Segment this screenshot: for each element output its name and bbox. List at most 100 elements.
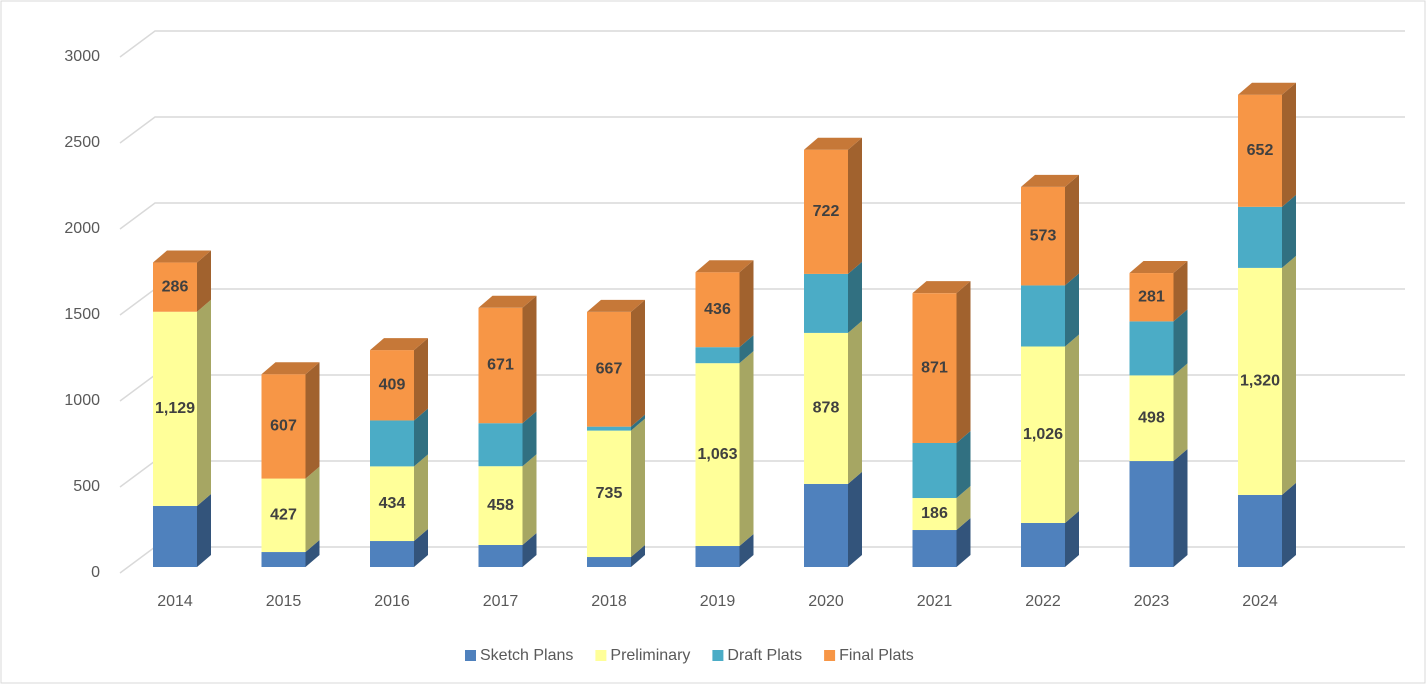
bar-segment: [370, 541, 414, 567]
bar-segment: [587, 311, 631, 427]
bar-side: [1173, 449, 1188, 567]
value-label: 436: [704, 301, 731, 318]
bar-segment: [261, 478, 306, 553]
bar-side: [197, 250, 211, 312]
y-tick-label: 500: [73, 478, 100, 495]
bar-side: [739, 351, 754, 547]
x-tick-label: 2014: [157, 593, 193, 610]
bar-segment: [804, 149, 848, 274]
value-label: 1,320: [1240, 373, 1280, 390]
bar-side: [1282, 82, 1296, 207]
x-tick-label: 2017: [483, 593, 519, 610]
bar-side: [848, 137, 862, 274]
bar-segment: [695, 546, 740, 567]
x-tick-label: 2023: [1134, 593, 1170, 610]
x-tick-label: 2020: [808, 593, 844, 610]
bar-segment: [1129, 375, 1174, 462]
bar-side: [739, 335, 754, 364]
legend-swatch: [712, 650, 724, 661]
bar-segment: [912, 498, 957, 531]
bar-segment: [1238, 494, 1282, 567]
y-tick-label: 3000: [64, 48, 100, 65]
bar-segment: [478, 544, 523, 567]
bar-top: [587, 299, 645, 312]
value-label: 498: [1138, 409, 1165, 426]
value-label: 722: [813, 203, 840, 220]
y-tick-label: 0: [91, 564, 100, 581]
bar-side: [1173, 363, 1188, 462]
value-label: 878: [813, 400, 840, 417]
value-label: 573: [1030, 227, 1057, 244]
bar-segment: [804, 273, 848, 333]
bar-segment: [370, 420, 414, 467]
bar-side: [1282, 255, 1296, 495]
bar-segment: [1238, 94, 1282, 207]
value-label: 1,129: [155, 400, 195, 417]
bar-segment: [695, 272, 740, 348]
bar-side: [956, 518, 971, 567]
bar-top: [1129, 261, 1188, 274]
bar-segment: [1238, 206, 1282, 268]
legend-swatch: [465, 650, 476, 661]
bar-side: [1065, 174, 1079, 286]
bar-side: [414, 454, 428, 542]
legend-swatch: [824, 650, 836, 661]
bar-top: [695, 260, 754, 273]
bar-side: [739, 260, 754, 348]
bar-side: [1173, 261, 1188, 322]
bar-side: [631, 414, 645, 431]
bar-side: [522, 454, 537, 545]
x-tick-label: 2015: [266, 593, 302, 610]
bar-side: [197, 299, 211, 506]
value-label: 1,063: [697, 446, 737, 463]
bar-side: [305, 540, 320, 567]
value-label: 434: [379, 495, 406, 512]
bar-side: [956, 430, 971, 499]
y-tick-label: 2500: [64, 134, 100, 151]
bar-side: [1282, 194, 1296, 268]
bar-side: [522, 295, 537, 424]
bar-segment: [370, 350, 414, 421]
bar-top: [912, 281, 971, 294]
bar-segment: [1021, 186, 1065, 286]
bar-side: [631, 418, 645, 558]
bar-side: [414, 338, 428, 421]
y-tick-label: 2000: [64, 220, 100, 237]
x-tick-label: 2022: [1025, 593, 1061, 610]
bar-segment: [804, 483, 848, 567]
bar-segment: [153, 505, 197, 567]
value-label: 427: [270, 507, 297, 524]
legend-label: Final Plats: [839, 647, 914, 664]
bar-side: [1065, 273, 1079, 347]
grid-line: [119, 30, 1405, 58]
legend-swatch: [595, 650, 607, 661]
value-label: 186: [921, 505, 948, 522]
y-tick-label: 1000: [64, 392, 100, 409]
bar-segment: [478, 307, 523, 424]
bar-segment: [695, 363, 740, 547]
x-tick-label: 2021: [917, 593, 953, 610]
bar-segment: [1021, 522, 1065, 567]
x-tick-label: 2016: [374, 593, 410, 610]
bar-segment: [1129, 273, 1174, 322]
bar-segment: [912, 442, 957, 499]
bar-top: [153, 250, 211, 263]
bar-segment: [1129, 461, 1174, 567]
x-tick-label: 2019: [700, 593, 736, 610]
bar-side: [631, 299, 645, 427]
bar-segment: [261, 552, 306, 567]
value-label: 671: [487, 357, 514, 374]
y-tick-label: 1500: [64, 306, 100, 323]
x-tick-label: 2024: [1242, 593, 1278, 610]
bar-segment: [1238, 267, 1282, 495]
value-label: 409: [379, 377, 406, 394]
bar-top: [261, 362, 320, 375]
bar-segment: [912, 530, 957, 567]
value-label: 286: [162, 278, 189, 295]
value-label: 281: [1138, 288, 1165, 305]
bar-side: [848, 471, 862, 567]
bar-side: [305, 466, 320, 553]
bar-side: [631, 545, 645, 567]
value-label: 458: [487, 497, 514, 514]
bar-side: [414, 529, 428, 567]
